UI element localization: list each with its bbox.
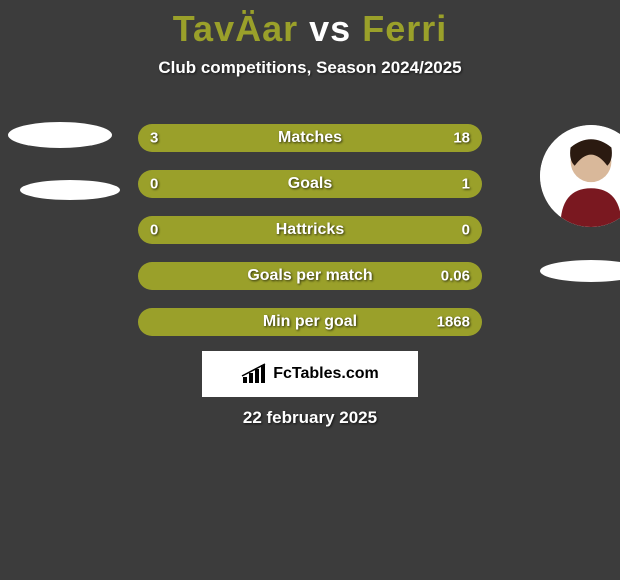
stat-row: Min per goal1868 bbox=[138, 308, 482, 336]
stat-bar-track bbox=[138, 262, 482, 290]
player2-name: Ferri bbox=[362, 8, 447, 49]
stat-value-right: 0 bbox=[462, 222, 470, 239]
player2-avatar bbox=[540, 125, 620, 227]
source-logo: FcTables.com bbox=[202, 351, 418, 397]
vs-text: vs bbox=[309, 8, 351, 49]
page-title: TavÄar vs Ferri bbox=[0, 0, 620, 50]
stat-value-left: 0 bbox=[150, 222, 158, 239]
avatar-placeholder-icon bbox=[540, 125, 620, 227]
bar-chart-icon bbox=[241, 363, 267, 385]
stat-row: Matches318 bbox=[138, 124, 482, 152]
snapshot-date: 22 february 2025 bbox=[0, 408, 620, 428]
comparison-bars: Matches318Goals01Hattricks00Goals per ma… bbox=[138, 124, 482, 354]
stat-bar-track bbox=[138, 308, 482, 336]
stat-value-right: 1 bbox=[462, 176, 470, 193]
player1-avatar bbox=[8, 122, 112, 148]
stat-row: Goals01 bbox=[138, 170, 482, 198]
stat-bar-track bbox=[138, 124, 482, 152]
player2-club-badge bbox=[540, 260, 620, 282]
stat-value-left: 0 bbox=[150, 176, 158, 193]
player1-name: TavÄar bbox=[173, 8, 298, 49]
stat-row: Hattricks00 bbox=[138, 216, 482, 244]
stat-value-right: 0.06 bbox=[441, 268, 470, 285]
source-logo-text: FcTables.com bbox=[273, 365, 379, 383]
stat-value-right: 1868 bbox=[437, 314, 470, 331]
player1-club-badge bbox=[20, 180, 120, 200]
stat-value-right: 18 bbox=[453, 130, 470, 147]
stat-row: Goals per match0.06 bbox=[138, 262, 482, 290]
stat-bar-track bbox=[138, 216, 482, 244]
stat-value-left: 3 bbox=[150, 130, 158, 147]
subtitle: Club competitions, Season 2024/2025 bbox=[0, 58, 620, 78]
stat-bar-track bbox=[138, 170, 482, 198]
